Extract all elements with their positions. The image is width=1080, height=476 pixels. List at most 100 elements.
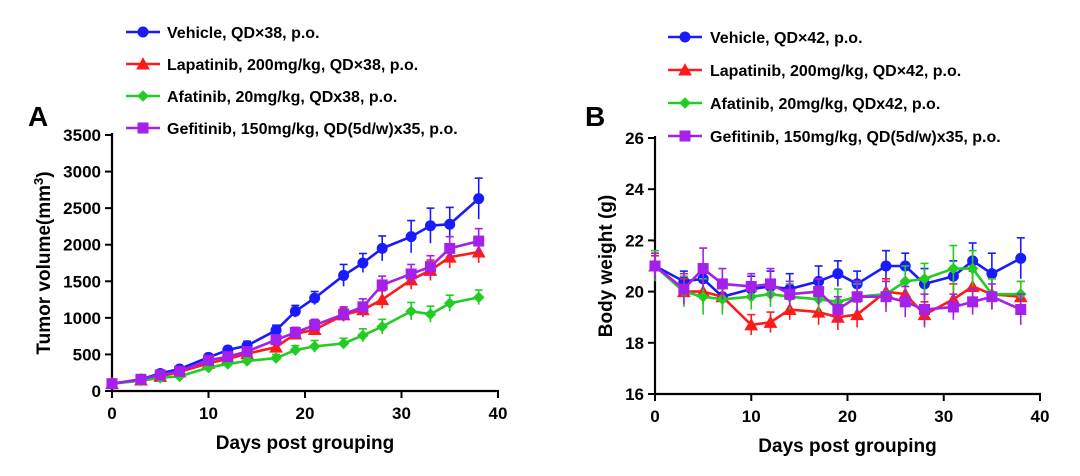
legend-entry: Vehicle, QD×38, p.o.	[126, 25, 320, 42]
data-point	[241, 355, 253, 367]
legend-marker	[137, 26, 149, 38]
y-tick-label: 3500	[63, 126, 101, 145]
series-1	[106, 177, 485, 390]
data-point	[784, 288, 796, 300]
data-point	[697, 290, 709, 303]
legend-marker	[137, 122, 149, 134]
data-point	[135, 373, 147, 385]
data-point	[289, 326, 301, 338]
legend-label: Vehicle, QD×38, p.o.	[167, 25, 320, 42]
data-point	[424, 261, 436, 273]
data-point	[986, 268, 998, 280]
data-point	[745, 280, 757, 292]
data-point	[270, 334, 282, 346]
data-point	[967, 296, 979, 308]
legend-entry: Lapatinib, 200mg/kg, QD×38, p.o.	[126, 57, 418, 74]
panel-letter: B	[585, 101, 605, 132]
data-point	[716, 278, 728, 290]
series-line	[111, 250, 479, 385]
data-point	[851, 291, 863, 303]
y-tick-label: 500	[73, 345, 101, 364]
data-point	[154, 369, 166, 381]
data-point	[241, 346, 253, 358]
data-point	[376, 279, 388, 291]
data-point	[444, 218, 456, 230]
legend-entry: Lapatinib, 200mg/kg, QD×42, p.o.	[668, 63, 961, 80]
data-point	[405, 231, 417, 243]
legend-label: Afatinib, 20mg/kg, QDx42, p.o.	[710, 96, 940, 113]
x-axis-title: Days post grouping	[216, 433, 394, 454]
data-point	[880, 291, 892, 303]
data-point	[763, 315, 778, 328]
data-point	[813, 286, 825, 298]
data-point	[308, 340, 321, 353]
data-point	[443, 297, 456, 310]
data-point	[765, 278, 776, 290]
y-axis-title: Tumor volume(mm3)	[31, 171, 56, 354]
data-point	[222, 358, 234, 370]
data-point	[375, 292, 390, 306]
data-point	[899, 296, 911, 308]
legend-entry: Afatinib, 20mg/kg, QDx38, p.o.	[126, 89, 397, 106]
data-point	[106, 378, 118, 390]
legend-marker	[678, 63, 692, 76]
data-point	[832, 268, 844, 280]
y-axis-title-superscript: 3	[31, 178, 46, 185]
x-tick-label: 10	[742, 407, 761, 426]
data-point	[966, 262, 979, 275]
x-tick-label: 10	[199, 404, 218, 423]
x-tick-label: 20	[296, 404, 315, 423]
legend-marker	[679, 31, 691, 43]
data-point	[357, 257, 369, 269]
y-tick-label: 2000	[63, 236, 101, 255]
data-point	[289, 344, 302, 356]
y-tick-label: 26	[625, 129, 644, 148]
data-point	[1015, 252, 1027, 264]
data-point	[832, 304, 844, 316]
data-point	[473, 235, 485, 247]
data-point	[203, 354, 214, 366]
legend-marker	[679, 130, 691, 142]
data-point	[678, 283, 690, 295]
y-tick-label: 0	[92, 382, 101, 401]
y-tick-label: 3000	[63, 163, 101, 182]
x-tick-label: 20	[838, 407, 857, 426]
data-point	[424, 220, 436, 232]
data-point	[376, 242, 388, 254]
data-point	[309, 292, 321, 304]
data-point	[649, 260, 661, 272]
legend-label: Gefitinib, 150mg/kg, QD(5d/w)x35, p.o.	[710, 129, 1001, 146]
data-point	[744, 318, 759, 331]
data-point	[880, 260, 892, 272]
data-point	[899, 275, 912, 288]
legend-label: Lapatinib, 200mg/kg, QD×38, p.o.	[167, 57, 418, 74]
x-tick-label: 30	[934, 407, 953, 426]
legend-entry: Vehicle, QD×42, p.o.	[668, 30, 863, 47]
data-point	[697, 263, 709, 275]
data-point	[1015, 304, 1027, 316]
data-point	[444, 242, 456, 254]
data-point	[270, 324, 282, 336]
chart-panel-a: A 0 500 1000 1500 2000 2500 3000 3500 0 10 20 30 40 Da…	[28, 25, 507, 454]
data-point	[405, 268, 417, 280]
data-point	[270, 352, 282, 364]
data-point	[309, 319, 321, 331]
legend-marker	[137, 90, 149, 102]
data-point	[338, 269, 350, 281]
data-point	[850, 307, 864, 321]
data-point	[338, 308, 350, 320]
chart-panel-b: B 16 18 20 22 24 26 0 10 20 30 40 Days post grouping…	[585, 30, 1049, 457]
data-point	[222, 351, 234, 363]
data-point	[289, 305, 301, 317]
data-point	[472, 291, 485, 304]
series-4	[106, 227, 485, 390]
y-axis-title-suffix: )	[34, 171, 55, 177]
x-tick-label: 40	[489, 404, 508, 423]
x-tick-label: 30	[392, 404, 411, 423]
series-line	[111, 197, 480, 385]
data-point	[424, 308, 437, 320]
data-point	[919, 304, 930, 316]
series-4	[649, 247, 1027, 325]
x-axis-title: Days post grouping	[758, 436, 936, 457]
